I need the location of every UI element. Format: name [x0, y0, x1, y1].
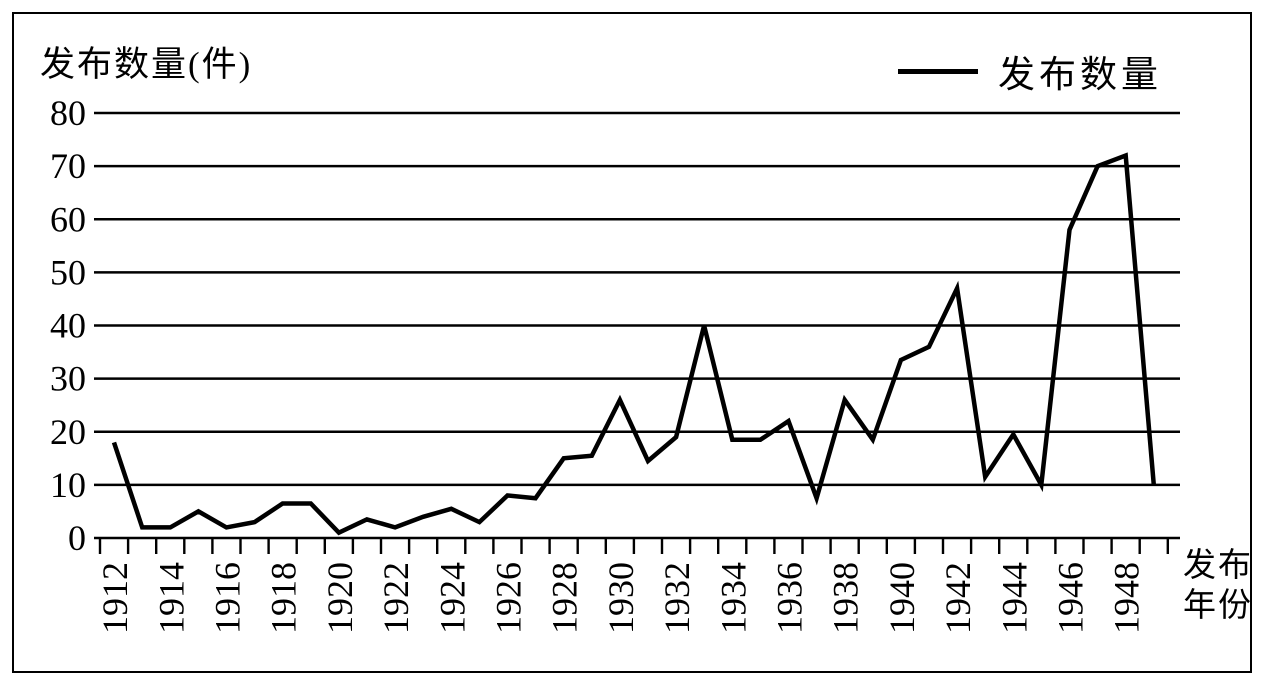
y-tick-label: 60: [50, 199, 86, 239]
x-tick-label: 1916: [207, 562, 247, 634]
x-tick-label: 1934: [713, 562, 753, 634]
x-tick-label: 1930: [601, 562, 641, 634]
x-tick-label: 1938: [826, 562, 866, 634]
x-tick-label: 1920: [320, 562, 360, 634]
x-tick-label: 1922: [376, 562, 416, 634]
x-tick-label: 1932: [657, 562, 697, 634]
y-tick-label: 40: [50, 306, 86, 346]
x-tick-label: 1936: [769, 562, 809, 634]
y-axis-title: 发布数量(件): [40, 45, 253, 84]
y-tick-label: 70: [50, 146, 86, 186]
x-tick-label: 1924: [432, 562, 472, 634]
x-tick-label: 1942: [938, 562, 978, 634]
y-tick-label: 30: [50, 359, 86, 399]
legend-series-label: 发布数量: [998, 55, 1162, 96]
y-tick-label: 10: [50, 465, 86, 505]
y-tick-label: 20: [50, 412, 86, 452]
x-tick-label: 1948: [1107, 562, 1147, 634]
x-axis-title-line2: 年份: [1183, 588, 1253, 624]
series-line: [111, 152, 1157, 536]
y-tick-label: 50: [50, 252, 86, 292]
x-tick-label: 1912: [95, 562, 135, 634]
legend: 发布数量: [898, 44, 1162, 98]
x-tick-label: 1926: [488, 562, 528, 634]
x-tick-label: 1928: [545, 562, 585, 634]
x-tick-label: 1940: [882, 562, 922, 634]
x-tick-label: 1914: [151, 562, 191, 634]
x-axis-title-line1: 发布: [1183, 548, 1253, 584]
chart-frame: [12, 12, 1252, 673]
x-axis-title: 发布 年份: [1183, 546, 1253, 626]
legend-line-swatch: [898, 68, 978, 74]
x-tick-label: 1944: [994, 562, 1034, 634]
y-tick-label: 0: [68, 518, 86, 558]
x-tick-label: 1918: [264, 562, 304, 634]
y-tick-label: 80: [50, 93, 86, 133]
x-tick-label: 1946: [1050, 562, 1090, 634]
